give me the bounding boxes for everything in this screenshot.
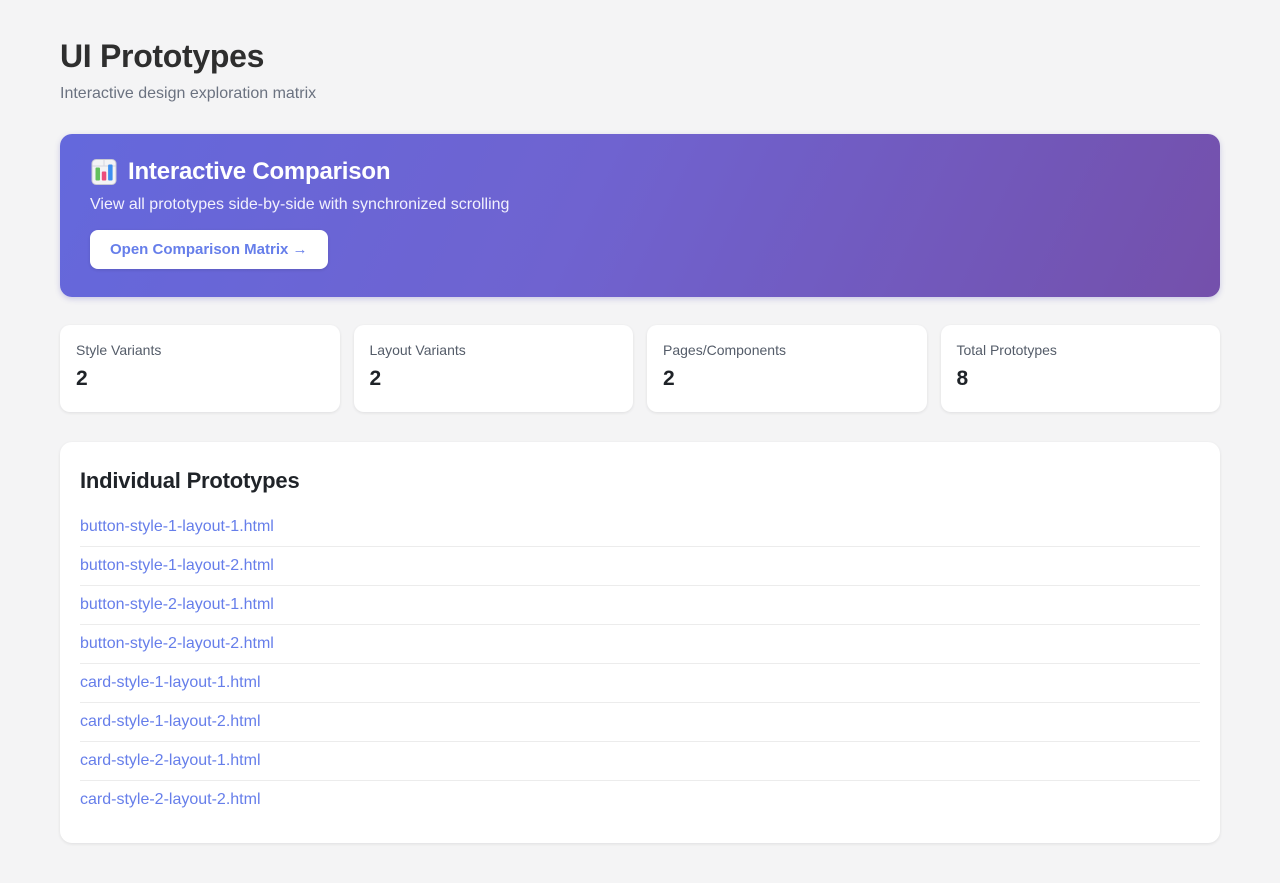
list-item: card-style-1-layout-2.html (80, 703, 1200, 742)
individual-prototypes-card: Individual Prototypes button-style-1-lay… (60, 442, 1220, 843)
list-item: button-style-2-layout-1.html (80, 586, 1200, 625)
banner-title: Interactive Comparison (128, 158, 391, 185)
list-item: button-style-1-layout-1.html (80, 508, 1200, 547)
banner-description: View all prototypes side-by-side with sy… (90, 196, 510, 213)
prototype-link-button-style-2-layout-1[interactable]: button-style-2-layout-1.html (80, 596, 274, 613)
stat-card-layout-variants: Layout Variants 2 (353, 325, 633, 412)
list-item: button-style-2-layout-2.html (80, 625, 1200, 664)
prototype-list: button-style-1-layout-1.html button-styl… (80, 508, 1200, 819)
list-item: card-style-1-layout-1.html (80, 664, 1200, 703)
stat-value: 2 (76, 367, 88, 390)
banner-title-row: Interactive Comparison (90, 158, 1190, 186)
list-item: button-style-1-layout-2.html (80, 547, 1200, 586)
list-item: card-style-2-layout-1.html (80, 742, 1200, 781)
stat-label: Total Prototypes (956, 342, 1057, 358)
prototype-link-card-style-1-layout-2[interactable]: card-style-1-layout-2.html (80, 713, 261, 730)
stat-value: 8 (956, 367, 969, 390)
stat-card-style-variants: Style Variants 2 (60, 325, 340, 412)
stat-card-pages-components: Pages/Components 2 (647, 325, 927, 412)
prototype-link-card-style-2-layout-2[interactable]: card-style-2-layout-2.html (80, 791, 261, 808)
stats-row: Style Variants 2 Layout Variants 2 Pages… (60, 325, 1220, 412)
open-comparison-matrix-button[interactable]: Open Comparison Matrix → (90, 230, 328, 269)
bar-chart-icon (90, 158, 118, 186)
stat-label: Style Variants (76, 342, 162, 358)
prototype-link-button-style-1-layout-2[interactable]: button-style-1-layout-2.html (80, 557, 274, 574)
stat-value: 2 (369, 367, 382, 390)
stat-value: 2 (663, 367, 675, 390)
prototype-link-button-style-1-layout-1[interactable]: button-style-1-layout-1.html (80, 518, 274, 535)
individual-prototypes-heading: Individual Prototypes (80, 468, 300, 493)
comparison-banner: Interactive Comparison View all prototyp… (60, 134, 1220, 297)
stat-card-total-prototypes: Total Prototypes 8 (940, 325, 1220, 412)
prototype-link-button-style-2-layout-2[interactable]: button-style-2-layout-2.html (80, 635, 274, 652)
prototype-link-card-style-1-layout-1[interactable]: card-style-1-layout-1.html (80, 674, 261, 691)
page-title: UI Prototypes (60, 38, 265, 74)
page-subtitle: Interactive design exploration matrix (60, 85, 317, 102)
list-item: card-style-2-layout-2.html (80, 781, 1200, 819)
stat-label: Pages/Components (663, 342, 786, 358)
prototype-link-card-style-2-layout-1[interactable]: card-style-2-layout-1.html (80, 752, 261, 769)
stat-label: Layout Variants (369, 342, 466, 358)
